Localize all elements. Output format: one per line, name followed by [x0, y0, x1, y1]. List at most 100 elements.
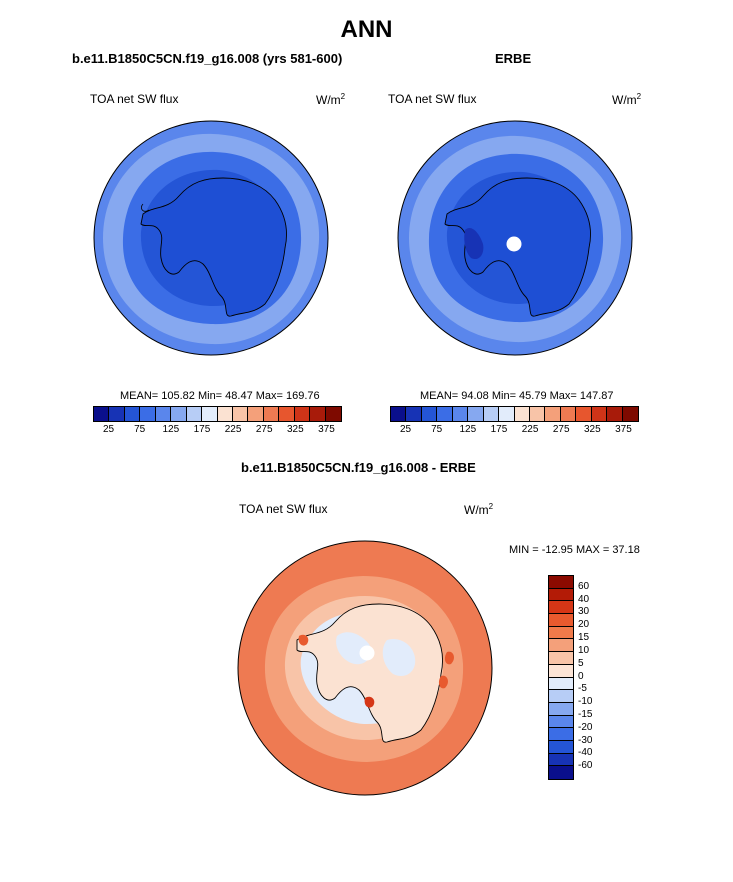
colorbar-swatch: [622, 407, 638, 421]
colorbar-tick-label: 10: [578, 644, 590, 656]
colorbar-tick-label: 275: [552, 424, 570, 435]
colorbar-swatch: [499, 407, 515, 421]
colorbar-tick-label: 60: [578, 580, 590, 592]
diff-colorbar-ticks: 60 40 30 20 15 10 5 0 -5 -10 -15 -20 -30 -40 -60: [578, 575, 618, 780]
colorbar-tick-label: 125: [459, 424, 477, 435]
colorbar-swatch: [549, 588, 573, 602]
colorbar-swatch: [549, 690, 573, 703]
colorbar-tick-label: -15: [578, 708, 593, 720]
colorbar-tick-label: -5: [578, 683, 587, 695]
colorbar-swatch: [406, 407, 422, 421]
obs-variable-label: TOA net SW flux: [388, 92, 477, 106]
colorbar-swatch: [591, 407, 608, 421]
colorbar-tick-label: 375: [318, 424, 335, 435]
colorbar-tick-label: 175: [490, 424, 508, 435]
colorbar-tick-label: -30: [578, 734, 593, 746]
colorbar-swatch: [549, 702, 573, 716]
colorbar-tick-label: 75: [134, 424, 146, 435]
model-colorbar: [93, 406, 342, 422]
colorbar-tick-label: 15: [578, 632, 590, 644]
model-stats: MEAN= 105.82 Min= 48.47 Max= 169.76: [120, 390, 320, 402]
colorbar-swatch: [514, 407, 530, 421]
diff-units-label: W/m2: [464, 502, 494, 517]
colorbar-swatch: [549, 639, 573, 653]
colorbar-tick-label: -60: [578, 760, 593, 772]
colorbar-swatch: [549, 652, 573, 665]
colorbar-tick-label: 20: [578, 619, 590, 631]
colorbar-tick-label: 275: [255, 424, 273, 435]
model-units-label: W/m2: [316, 92, 346, 107]
colorbar-tick-label: 25: [400, 424, 412, 435]
colorbar-swatch: [468, 407, 484, 421]
colorbar-swatch: [549, 576, 573, 589]
colorbar-swatch: [437, 407, 453, 421]
diff-case-title: b.e11.B1850C5CN.f19_g16.008 - ERBE: [241, 460, 476, 475]
colorbar-tick-label: -20: [578, 721, 593, 733]
colorbar-tick-label: -10: [578, 696, 593, 708]
colorbar-swatch: [549, 601, 573, 615]
colorbar-swatch: [109, 407, 125, 421]
colorbar-swatch: [549, 614, 573, 627]
colorbar-swatch: [549, 766, 573, 779]
obs-units-label: W/m2: [612, 92, 642, 107]
colorbar-swatch: [421, 407, 438, 421]
colorbar-swatch: [248, 407, 264, 421]
colorbar-swatch: [217, 407, 233, 421]
colorbar-swatch: [549, 753, 573, 767]
obs-stats: MEAN= 94.08 Min= 45.79 Max= 147.87: [420, 390, 614, 402]
colorbar-swatch: [171, 407, 187, 421]
colorbar-swatch: [186, 407, 203, 421]
colorbar-swatch: [549, 664, 573, 678]
colorbar-swatch: [310, 407, 326, 421]
page-title: ANN: [340, 16, 393, 43]
colorbar-swatch: [560, 407, 577, 421]
colorbar-swatch: [549, 728, 573, 741]
colorbar-tick-label: 75: [431, 424, 443, 435]
colorbar-swatch: [549, 715, 573, 729]
colorbar-swatch: [279, 407, 295, 421]
obs-colorbar-ticks: 25 75 125 175 225 275 325 375: [390, 424, 639, 438]
colorbar-swatch: [549, 740, 573, 754]
colorbar-tick-label: 30: [578, 606, 590, 618]
colorbar-tick-label: 5: [578, 657, 584, 669]
colorbar-swatch: [483, 407, 500, 421]
diff-stats: MIN = -12.95 MAX = 37.18: [509, 544, 640, 556]
colorbar-swatch: [94, 407, 110, 421]
colorbar-swatch: [549, 626, 573, 640]
obs-polar-map: [397, 120, 633, 356]
colorbar-swatch: [202, 407, 218, 421]
colorbar-swatch: [325, 407, 341, 421]
colorbar-tick-label: 40: [578, 593, 590, 605]
colorbar-swatch: [294, 407, 311, 421]
model-colorbar-ticks: 25 75 125 175 225 275 325 375: [93, 424, 342, 438]
colorbar-swatch: [124, 407, 141, 421]
colorbar-swatch: [549, 677, 573, 691]
colorbar-tick-label: 375: [615, 424, 632, 435]
obs-case-title: ERBE: [495, 51, 532, 66]
colorbar-tick-label: 125: [162, 424, 180, 435]
model-polar-map: [93, 120, 329, 356]
colorbar-tick-label: 25: [103, 424, 115, 435]
model-case-title: b.e11.B1850C5CN.f19_g16.008 (yrs 581-600…: [72, 51, 343, 66]
colorbar-swatch: [155, 407, 172, 421]
colorbar-swatch: [391, 407, 407, 421]
colorbar-swatch: [545, 407, 561, 421]
colorbar-tick-label: 225: [224, 424, 242, 435]
colorbar-swatch: [529, 407, 546, 421]
colorbar-swatch: [576, 407, 592, 421]
diff-polar-map: [237, 540, 493, 796]
colorbar-swatch: [607, 407, 623, 421]
colorbar-tick-label: 325: [583, 424, 601, 435]
colorbar-tick-label: 225: [521, 424, 539, 435]
colorbar-tick-label: 175: [193, 424, 211, 435]
colorbar-tick-label: -40: [578, 747, 593, 759]
colorbar-swatch: [263, 407, 280, 421]
colorbar-swatch: [232, 407, 249, 421]
colorbar-swatch: [452, 407, 469, 421]
colorbar-swatch: [140, 407, 156, 421]
diff-variable-label: TOA net SW flux: [239, 502, 328, 516]
colorbar-tick-label: 325: [286, 424, 304, 435]
model-variable-label: TOA net SW flux: [90, 92, 179, 106]
colorbar-tick-label: 0: [578, 670, 584, 682]
obs-colorbar: [390, 406, 639, 422]
